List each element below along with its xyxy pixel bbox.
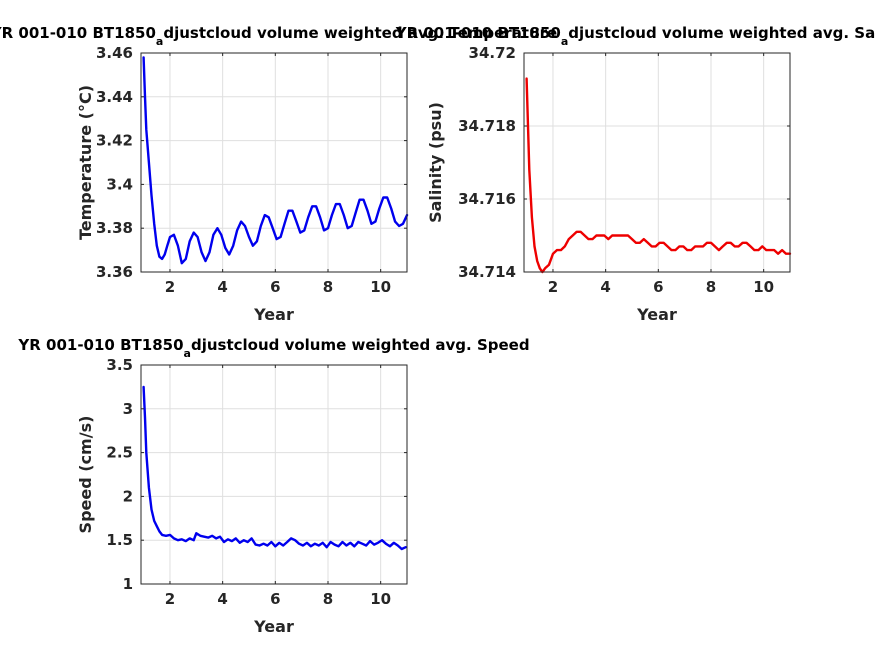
data-line: [142, 385, 407, 551]
x-tick-label: 2: [548, 278, 558, 296]
chart-title: YR 001-010 BT1850adjustcloud volume weig…: [17, 336, 529, 360]
salinity-panel: 2 4 6 8 10 34.714 34.716 34.718 34.72 Year Salinit…: [395, 24, 875, 324]
x-tick-label: 2: [165, 590, 175, 608]
y-tick-label: 3: [123, 400, 133, 418]
y-tick-label: 34.72: [469, 44, 516, 62]
speed-panel: 2 4 6 8 10 1 1.5 2 2.5 3 3.5 Year Speed (cm/s) YR 001…: [17, 336, 529, 636]
y-axis-label: Temperature (°C): [76, 85, 95, 240]
plot-area: [524, 53, 790, 272]
y-tick-label: 1.5: [106, 531, 133, 549]
x-tick-label: 4: [217, 590, 227, 608]
y-tick-label: 2.5: [106, 444, 133, 462]
plot-area: [141, 53, 407, 272]
data-line: [142, 56, 409, 265]
x-tick-label: 4: [600, 278, 610, 296]
x-tick-label: 2: [165, 278, 175, 296]
chart-title: YR 001-010 BT1850adjustcloud volume weig…: [395, 24, 875, 48]
y-tick-label: 34.716: [458, 190, 516, 208]
x-tick-label: 10: [753, 278, 774, 296]
x-tick-label: 10: [370, 278, 391, 296]
y-tick-label: 34.718: [458, 117, 516, 135]
y-tick-label: 3.44: [96, 88, 133, 106]
x-tick-label: 6: [270, 278, 280, 296]
x-tick-label: 6: [270, 590, 280, 608]
y-tick-label: 3.36: [96, 263, 133, 281]
x-axis-label: Year: [636, 305, 677, 324]
y-tick-label: 3.5: [106, 356, 133, 374]
x-tick-label: 4: [217, 278, 227, 296]
y-tick-label: 34.714: [458, 263, 516, 281]
x-tick-label: 8: [323, 590, 333, 608]
temperature-panel: 2 4 6 8 10 3.36 3.38 3.4 3.42 3.44 3.46 Year Tempera…: [0, 24, 557, 324]
x-tick-label: 6: [653, 278, 663, 296]
data-line: [525, 77, 792, 274]
x-tick-label: 8: [706, 278, 716, 296]
chart-title: YR 001-010 BT1850adjustcloud volume weig…: [0, 24, 557, 48]
axes-box: [140, 52, 408, 273]
y-tick-label: 1: [123, 575, 133, 593]
x-tick-label: 8: [323, 278, 333, 296]
y-tick-label: 3.42: [96, 132, 133, 150]
x-tick-label: 10: [370, 590, 391, 608]
plot-area: [141, 365, 407, 584]
y-tick-label: 2: [123, 487, 133, 505]
x-axis-label: Year: [253, 305, 294, 324]
y-axis-label: Speed (cm/s): [76, 416, 95, 534]
axes-box: [523, 52, 791, 273]
axes-box: [140, 364, 408, 585]
y-tick-label: 3.4: [106, 175, 133, 193]
x-axis-label: Year: [253, 617, 294, 636]
y-tick-label: 3.46: [96, 44, 133, 62]
y-tick-label: 3.38: [96, 219, 133, 237]
y-axis-label: Salinity (psu): [426, 102, 445, 223]
